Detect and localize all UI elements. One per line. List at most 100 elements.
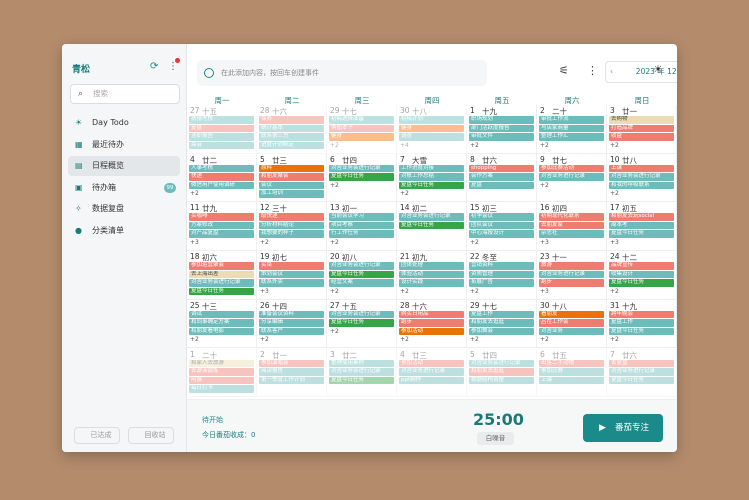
event[interactable]: 复盘工作 [609,319,674,327]
event[interactable]: 统计基本 [259,124,324,132]
event[interactable]: 保养 [259,116,324,124]
event[interactable]: 复盘今日任务 [609,327,674,336]
event[interactable]: 对咨业务会进行记录 [469,359,534,367]
event[interactable]: 和同事确定方案 [189,319,254,327]
event[interactable]: 数据结构调整 [469,376,534,384]
event[interactable]: 取快递 [259,213,324,221]
event[interactable]: 购买日用品 [399,310,464,319]
event[interactable]: 阿姨 [189,376,254,384]
menu-icon[interactable]: ⋮ [168,61,178,72]
event[interactable]: 快递 [189,173,254,181]
event[interactable]: 对咨业务进行记录 [539,173,604,181]
event[interactable]: 去复盘 [609,359,674,367]
event[interactable]: 去购物 [609,116,674,124]
event[interactable]: 杂志社 [539,230,604,238]
event[interactable]: 猜猜考核 [189,116,254,124]
event[interactable]: 设计实践 [399,279,464,287]
event[interactable]: 复盘今日任务 [329,319,394,327]
event[interactable]: 旅游 [539,262,604,270]
event[interactable]: 分享编辑 [259,319,324,327]
theme-icon[interactable]: ☀ [653,63,663,76]
event[interactable]: 和朋友去逛逛 [469,319,534,327]
event[interactable]: 工作进度对接 [399,164,464,173]
event[interactable]: 我想要的样子 [259,230,324,238]
event[interactable]: 复盘今日任务 [609,376,674,384]
event[interactable]: 复盘今日任务 [329,173,394,181]
event[interactable]: 复盘今日任务 [189,287,254,296]
event[interactable]: 拓展广告 [469,279,534,287]
event[interactable]: 对咨业务会进行记录 [399,213,464,221]
event[interactable]: 对咨业务进行记录 [399,368,464,376]
event[interactable]: 审批工作流 [539,116,604,124]
event[interactable]: 上课 [539,376,604,384]
month-picker[interactable]: ‹2023 年 12月› [605,61,677,83]
event[interactable]: 述职报告 [189,133,254,141]
focus-button[interactable]: ▶ 番茄专注 [583,414,663,442]
event[interactable]: 体验活动 [399,270,464,279]
event[interactable]: 分析材料结论 [259,221,324,230]
event[interactable]: 微信用户使用调研 [189,181,254,190]
event[interactable]: 参加运营聚会 [189,262,254,270]
event[interactable]: 购图本子 [329,124,394,132]
event[interactable]: 复盘工作 [469,310,534,319]
event[interactable]: 上课 [609,164,674,173]
event[interactable]: 初学会议 [469,213,534,221]
event[interactable]: 对咨业务会进行记录 [609,173,674,181]
achieved-button[interactable]: 已达成 [74,427,120,444]
prev-month[interactable]: ‹ [610,67,613,76]
event[interactable]: 行工作任务 [329,230,394,238]
event[interactable]: 项目考察 [329,221,394,230]
event[interactable]: 对咨业务会进行记录 [329,310,394,319]
event[interactable]: 和我的呼吸联系 [609,181,674,190]
event[interactable]: 和朋友去玩social [609,213,674,221]
event[interactable]: 健身 [329,133,394,141]
event[interactable]: 联系客户 [259,327,324,336]
event[interactable]: 团队会议 [469,221,534,230]
event[interactable]: 进度计划制定 [259,141,324,149]
search-box[interactable]: 搜索 ⌕ [70,84,180,104]
event[interactable]: 参加比赛 [539,368,604,376]
nav-item[interactable]: ▦ 最近待办 [68,135,180,155]
event[interactable]: 看朋友 [539,310,604,319]
event[interactable]: 对咨业务会进行记录 [189,279,254,287]
event[interactable]: 与店家商量 [539,124,604,132]
event[interactable]: 参加比赛活动 [539,164,604,173]
event[interactable]: 方案修改 [189,221,254,230]
filter-icon[interactable]: ⚟ [559,64,569,77]
event[interactable]: 参加活动 [399,327,464,336]
event[interactable]: 会议 [259,181,324,190]
event[interactable]: 买咖啡 [189,213,254,221]
event[interactable]: 对咨业务会进行记录 [329,164,394,173]
event[interactable]: 晨会 [189,141,254,149]
event[interactable]: 联系第三方 [259,133,324,141]
event[interactable]: 周本考 [609,221,674,230]
sync-icon[interactable]: ⟳ [150,61,159,72]
event[interactable]: 跑步 [399,319,464,327]
nav-item[interactable]: ▣ 待办箱 99 [68,178,180,198]
event[interactable]: 资质管理 [469,270,534,279]
nav-item[interactable]: ☀ Day Todo [68,113,180,133]
event[interactable]: 第一季度工作计划 [259,376,324,384]
event[interactable]: 中心海报设计 [469,230,534,238]
event[interactable]: 对咨业务 [539,327,604,336]
event[interactable]: 整理工作汇 [539,133,604,141]
event[interactable]: 收益 [609,133,674,141]
event[interactable]: 调试 [189,310,254,319]
event[interactable]: 加工培训 [259,190,324,198]
event[interactable]: 复盘 [189,124,254,132]
event[interactable]: 收集设计 [609,270,674,279]
event[interactable]: 会作方案 [469,173,534,181]
event[interactable]: 调查 [399,133,464,141]
nav-item[interactable]: ▤ 日程概览 [68,156,180,176]
event[interactable]: 出售二手动物 [539,359,604,367]
event[interactable]: 参加演唱会 [259,359,324,367]
event[interactable]: 对咨业务会进行记录 [329,368,394,376]
event[interactable]: 去游泳锻炼 [189,368,254,376]
event-input[interactable]: 在此添加内容，按回车创建事件 [197,60,487,86]
event[interactable]: 初期现代化联系 [539,213,604,221]
event[interactable]: 对咨业务进行记录 [609,368,674,376]
noise-button[interactable]: 白噪音 [477,432,514,445]
event[interactable]: 准备会议资料 [259,310,324,319]
event[interactable]: 原料 [259,164,324,173]
event[interactable]: 复盘今日任务 [399,221,464,230]
